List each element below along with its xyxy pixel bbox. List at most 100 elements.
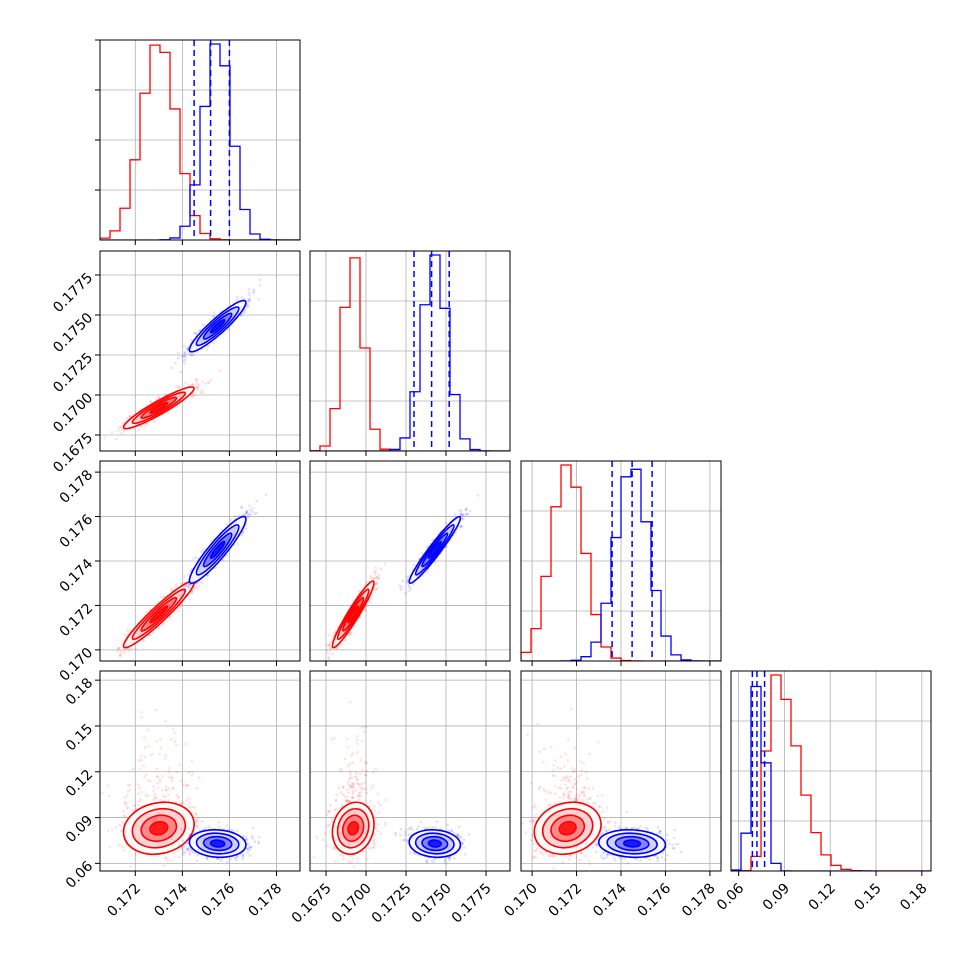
- contour-line: [149, 605, 169, 624]
- scatter-point: [148, 779, 152, 783]
- scatter-point: [242, 513, 245, 516]
- scatter-point: [167, 793, 170, 796]
- scatter-point: [187, 585, 190, 589]
- scatter-point: [460, 513, 464, 516]
- scatter-point: [364, 609, 368, 612]
- scatter-point: [125, 417, 128, 420]
- scatter-point: [192, 585, 196, 588]
- scatter-point: [170, 366, 173, 370]
- scatter-point: [406, 579, 409, 582]
- panel-1-1: [309, 250, 511, 456]
- scatter-point: [182, 783, 186, 786]
- scatter-point: [369, 601, 373, 604]
- scatter-point: [248, 298, 251, 302]
- scatter-point: [176, 796, 180, 800]
- scatter-point: [152, 789, 155, 792]
- scatter-point: [255, 499, 258, 503]
- contour-series-0: [122, 386, 195, 430]
- scatter-point: [246, 515, 250, 519]
- scatter-point: [119, 425, 122, 429]
- scatter-point: [412, 582, 416, 586]
- scatter-point: [196, 820, 199, 824]
- scatter-point: [251, 291, 255, 295]
- contour-line: [408, 515, 462, 585]
- scatter-point: [242, 311, 246, 315]
- scatter-point: [252, 288, 255, 291]
- scatter-point: [126, 632, 130, 635]
- scatter-point: [185, 798, 189, 802]
- scatter-point: [168, 596, 172, 600]
- scatter-point: [158, 778, 162, 781]
- scatter-point: [245, 510, 248, 513]
- scatter-point: [247, 300, 251, 304]
- scatter-point: [171, 728, 175, 731]
- scatter-point: [190, 354, 194, 357]
- scatter-point: [374, 570, 378, 574]
- panel-content: [325, 494, 480, 661]
- scatter-point: [178, 605, 182, 609]
- scatter-point: [376, 581, 379, 585]
- scatter-point: [179, 582, 182, 585]
- scatter-point: [349, 631, 353, 635]
- scatter-point: [176, 609, 180, 612]
- scatter-point: [200, 581, 204, 585]
- scatter-point: [175, 743, 178, 747]
- contour-core: [211, 320, 224, 332]
- scatter-point: [206, 381, 210, 384]
- scatter-point: [407, 583, 411, 587]
- scatter-point: [131, 809, 135, 813]
- scatter-point: [240, 506, 244, 510]
- scatter-point: [116, 648, 120, 651]
- scatter-point: [170, 776, 173, 780]
- scatter-point: [175, 385, 179, 389]
- scatter-point: [244, 527, 248, 531]
- contour-line: [202, 532, 233, 568]
- scatter-point: [153, 792, 157, 796]
- scatter-point: [244, 512, 248, 515]
- scatter-point: [405, 575, 409, 578]
- histogram-series-1: [310, 254, 510, 451]
- contour-line: [342, 596, 365, 632]
- scatter-point: [164, 754, 168, 757]
- scatter-point: [170, 859, 173, 862]
- scatter-point: [190, 338, 194, 342]
- scatter-point: [182, 344, 186, 348]
- scatter-point: [240, 296, 244, 300]
- scatter-point: [126, 629, 129, 633]
- scatter-point: [191, 382, 194, 386]
- scatter-point: [247, 287, 251, 291]
- scatter-point: [336, 645, 340, 649]
- scatter-point: [179, 370, 183, 373]
- contour-series-0: [122, 580, 195, 649]
- scatter-point: [139, 797, 143, 801]
- scatter-point: [247, 304, 250, 308]
- scatter-point: [375, 575, 379, 579]
- contour-line: [140, 396, 178, 420]
- scatter-point: [373, 573, 377, 576]
- scatter-point: [227, 328, 230, 331]
- scatter-point: [196, 386, 200, 389]
- scatter-point: [343, 639, 347, 642]
- scatter-point: [155, 796, 159, 800]
- scatter-point: [189, 395, 193, 398]
- scatter-point: [184, 742, 188, 746]
- scatter-point: [142, 764, 145, 768]
- scatter-point: [369, 576, 373, 580]
- contour-core: [348, 606, 358, 622]
- scatter-point: [464, 508, 468, 512]
- scatter-point: [476, 494, 480, 497]
- scatter-point: [347, 632, 351, 635]
- scatter-point: [174, 585, 178, 589]
- scatter-point: [192, 352, 196, 356]
- contour-line: [209, 319, 226, 334]
- scatter-point: [240, 505, 243, 509]
- scatter-point: [182, 352, 186, 356]
- scatter-point: [186, 346, 190, 350]
- scatter-point: [195, 813, 198, 816]
- scatter-point: [373, 577, 376, 580]
- scatter-point: [209, 378, 213, 382]
- scatter-point: [122, 651, 126, 655]
- scatter-point: [168, 605, 172, 609]
- scatter-point: [183, 589, 187, 592]
- scatter-point: [140, 754, 143, 758]
